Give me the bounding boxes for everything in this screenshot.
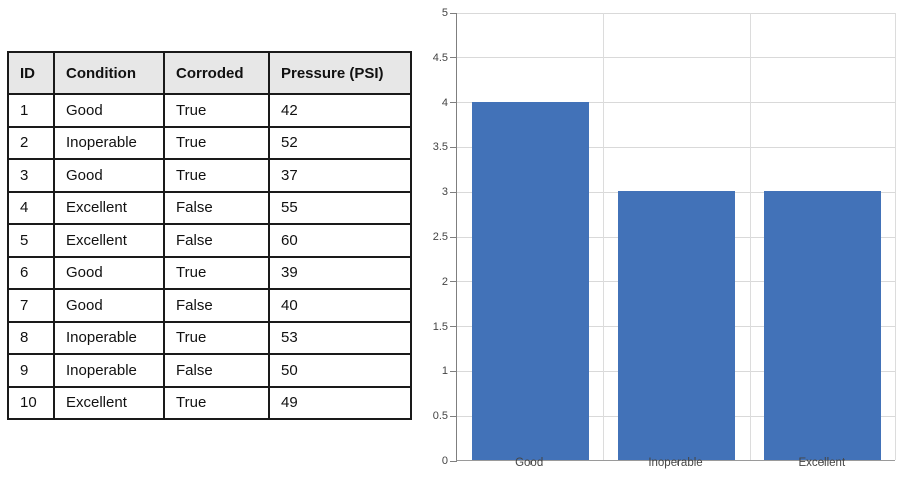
vertical-gridline [895,13,896,460]
table-row: 3 Good True 37 [7,158,412,193]
table-cell: 9 [7,353,55,388]
y-axis-tick [450,102,457,104]
table-row: 5 Excellent False 60 [7,223,412,258]
vertical-gridline [603,13,605,460]
table-row: 9 Inoperable False 50 [7,353,412,388]
table-cell: 4 [7,190,55,225]
table-cell: True [163,255,270,290]
y-axis-tick [450,370,457,372]
y-axis-tick [450,57,457,59]
table-row: 6 Good True 39 [7,255,412,290]
y-axis-tick [450,460,457,462]
horizontal-gridline [457,102,895,104]
y-axis-tick [450,415,457,417]
table-cell: Excellent [53,223,165,258]
column-header-condition: Condition [53,51,165,95]
table-cell: Excellent [53,190,165,225]
table-cell: True [163,93,270,128]
table-cell: False [163,288,270,323]
pipe-data-table: ID Condition Corroded Pressure (PSI) 1 Good T… [7,51,412,420]
table-header-row: ID Condition Corroded Pressure (PSI) [7,51,412,95]
table-cell: 6 [7,255,55,290]
table-cell: 2 [7,125,55,160]
bar-excellent [764,191,882,460]
table-cell: 8 [7,320,55,355]
table-cell: Good [53,288,165,323]
table-cell: False [163,353,270,388]
column-header-corroded: Corroded [163,51,270,95]
y-axis-tick-label: 2 [441,275,448,288]
horizontal-gridline [457,146,895,148]
table-cell: False [163,223,270,258]
table-cell: Good [53,255,165,290]
table-body: 1 Good True 42 2 Inoperable True 52 3 Good True 37 4… [7,93,412,420]
y-axis-tick [450,236,457,238]
horizontal-gridline [457,12,895,14]
y-axis-tick [450,326,457,328]
x-axis-label-inoperable: Inoperable [648,457,703,469]
table-cell: 7 [7,288,55,323]
table-cell: 40 [268,288,412,323]
table-cell: False [163,190,270,225]
y-axis-tick-label: 0.5 [432,410,448,423]
y-axis-tick [450,281,457,283]
table-cell: True [163,125,270,160]
table-cell: True [163,320,270,355]
table-cell: 39 [268,255,412,290]
x-axis-tick [676,460,678,465]
table-cell: 42 [268,93,412,128]
y-axis-tick-label: 5 [441,7,448,19]
table-cell: 50 [268,353,412,388]
table-cell: 55 [268,190,412,225]
table-cell: Good [53,158,165,193]
y-axis-tick-label: 3.5 [432,141,448,154]
chart-plot-area [450,12,896,465]
table-cell: Good [53,93,165,128]
table-head: ID Condition Corroded Pressure (PSI) [7,51,412,95]
y-axis-tick-label: 2.5 [432,231,448,243]
table-row: 7 Good False 40 [7,288,412,323]
y-axis-tick-label: 1 [441,365,448,378]
y-axis-tick-label: 0 [441,455,448,467]
table-row: 4 Excellent False 55 [7,190,412,225]
x-axis-label-good: Good [515,457,544,469]
x-axis-tick [822,460,824,465]
horizontal-gridline [457,57,895,59]
table-cell: 1 [7,93,55,128]
table-row: 2 Inoperable True 52 [7,125,412,160]
table-cell: 53 [268,320,412,355]
table-cell: Inoperable [53,125,165,160]
table-cell: 5 [7,223,55,258]
table-cell: 10 [7,385,55,420]
y-axis-tick [450,12,457,14]
table-row: 1 Good True 42 [7,93,412,128]
table-cell: 3 [7,158,55,193]
column-header-id: ID [7,51,55,95]
vertical-gridline [749,13,751,460]
y-axis-tick-label: 3 [441,186,448,199]
y-axis-tick-label: 1.5 [432,320,448,333]
table-cell: Inoperable [53,353,165,388]
bar-good [471,101,589,460]
table-row: 10 Excellent True 49 [7,385,412,420]
table-cell: Inoperable [53,320,165,355]
x-axis-label-excellent: Excellent [798,457,846,469]
condition-count-bar-chart: 0 0.5 1 1.5 2 2.5 3 3.5 4 4.5 5 Good Inoperable Excel… [410,0,904,487]
y-axis-tick-label: 4.5 [432,51,448,64]
table-cell: True [163,385,270,420]
table-cell: Excellent [53,385,165,420]
table-row: 8 Inoperable True 53 [7,320,412,355]
y-axis-tick [450,146,457,148]
table-cell: 60 [268,223,412,258]
bar-inoperable [617,191,736,460]
column-header-pressure-psi: Pressure (PSI) [268,51,412,95]
y-axis-tick [450,191,457,193]
y-axis-tick-label: 4 [441,96,448,109]
table-cell: True [163,158,270,193]
x-axis-tick [530,460,532,465]
table-cell: 52 [268,125,412,160]
table-cell: 49 [268,385,412,420]
table-cell: 37 [268,158,412,193]
